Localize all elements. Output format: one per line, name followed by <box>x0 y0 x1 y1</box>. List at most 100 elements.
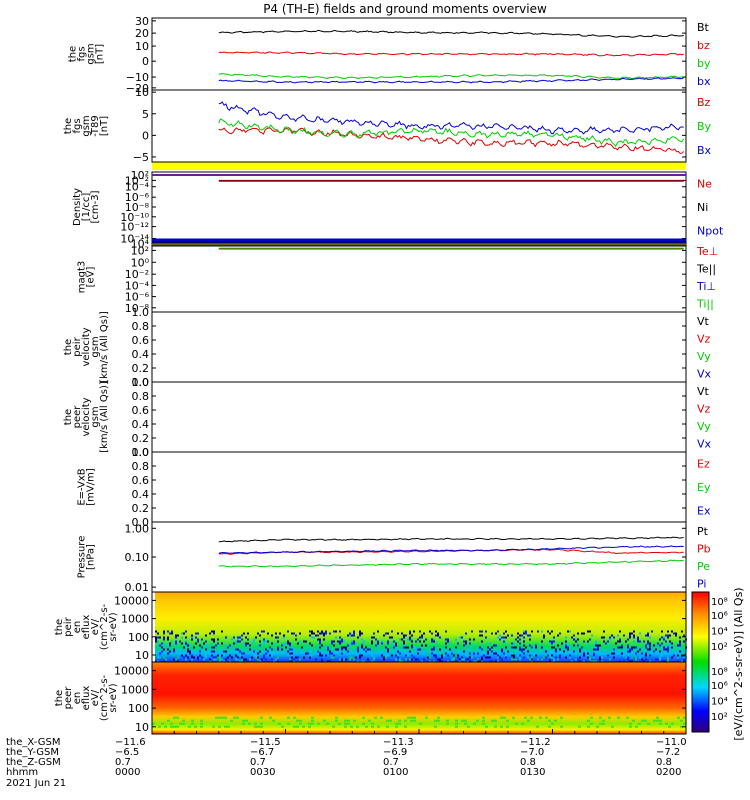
y-axis-label-line: eV/ <box>90 689 101 706</box>
x-tick-label: −11.3 <box>383 737 414 748</box>
y-tick-label: 20 <box>135 27 149 40</box>
x-tick-label: 0130 <box>520 767 545 778</box>
x-tick-label: −11.2 <box>520 737 551 748</box>
y-axis-label-line: fgs <box>77 46 88 61</box>
colorbar-tick-label: 10⁶ <box>711 611 728 622</box>
y-tick-label: 10⁻⁴ <box>125 279 150 292</box>
y-tick-label: −10 <box>126 71 149 84</box>
legend-entry: Te|| <box>696 262 716 275</box>
y-tick-label: 10⁻² <box>125 268 149 281</box>
y-axis-label-line: peir <box>72 336 83 356</box>
y-axis-label-line: gsm <box>81 115 92 136</box>
y-axis-label-line: sr-eV) <box>108 612 119 641</box>
x-tick-label: 0.7 <box>115 757 131 768</box>
y-axis-label-line: [nT] <box>99 116 110 136</box>
y-axis-label-line: [1/cc] <box>81 193 92 222</box>
x-row-label: the_Y-GSM <box>6 747 59 758</box>
y-axis-label-line: the <box>54 619 65 635</box>
y-axis-label-line: gsm <box>86 43 97 64</box>
series-by <box>218 73 684 80</box>
legend-entry: Pi <box>697 577 706 590</box>
y-tick-label: 1.0 <box>132 306 150 319</box>
y-tick-label: 10⁴ <box>131 237 150 250</box>
y-axis-label-line: peir <box>63 616 74 636</box>
x-tick-label: −7.0 <box>520 747 544 758</box>
y-axis-label-line: en <box>72 621 83 634</box>
y-tick-label: 0.10 <box>125 551 150 564</box>
series-By <box>218 118 685 147</box>
panel-pressure: 1.00 0.10 0.01 Pressure[nPa] Pt Pb Pe Pi <box>77 521 711 594</box>
y-axis-label-line: E=-VxB <box>77 468 88 505</box>
quality-flag-bar <box>152 162 686 170</box>
x-tick-label: −6.5 <box>115 747 139 758</box>
y-tick-label: 0.8 <box>132 390 150 403</box>
y-tick-label: 10⁻⁴ <box>125 181 150 194</box>
y-axis-label-line: [cm-3] <box>90 190 101 223</box>
panel-frame <box>151 451 687 523</box>
legend-entry: Vz <box>697 402 711 415</box>
y-tick-label: 10⁻⁸ <box>125 302 150 315</box>
y-axis-label-line: -T89 <box>90 115 101 137</box>
y-tick-label: 0.0 <box>132 516 150 529</box>
x-row-label: hhmm <box>6 767 38 778</box>
x-tick-label: −11.5 <box>250 737 281 748</box>
y-tick-label: 0.2 <box>132 502 150 515</box>
x-row-label: 2021 Jun 21 <box>6 778 66 789</box>
plot-title: P4 (TH-E) fields and ground moments over… <box>263 2 547 16</box>
y-axis-label-line: the <box>63 118 74 134</box>
y-tick-label: 1.0 <box>132 376 150 389</box>
y-axis-label: E=-VxB[mV/m] <box>77 468 97 506</box>
y-axis-label-line: Density <box>72 188 83 226</box>
y-tick-label: 0.01 <box>125 581 150 594</box>
y-axis-label-line: gsm <box>90 336 101 357</box>
y-tick-label: 10 <box>135 40 149 53</box>
y-tick-label: 5 <box>142 108 149 121</box>
x-tick-label: −6.9 <box>383 747 407 758</box>
y-tick-label: 10 <box>135 721 149 734</box>
legend-entry: Vz <box>697 332 711 345</box>
panel-frame <box>151 89 687 163</box>
y-axis-label-line: [km/s (All Qs)] <box>99 311 110 383</box>
y-tick-label: 10⁻² <box>125 174 149 187</box>
y-tick-label: 0 <box>142 129 149 142</box>
legend-entry: Bx <box>697 144 712 157</box>
y-tick-label: 0.4 <box>132 418 150 431</box>
y-tick-label: 1.00 <box>125 522 150 535</box>
y-axis-label-line: (cm^2-s- <box>99 603 110 650</box>
x-tick-label: 0.8 <box>520 757 536 768</box>
y-tick-label: 10000 <box>114 665 149 678</box>
y-tick-label: 100 <box>128 631 149 644</box>
y-axis-label-line: [eV] <box>86 267 97 288</box>
y-tick-label: 10⁻⁶ <box>125 291 150 304</box>
y-tick-label: 1000 <box>121 613 149 626</box>
legend-entry: Pt <box>697 525 709 538</box>
y-axis-label-line: peer <box>63 686 74 710</box>
y-tick-label: 0.4 <box>132 348 150 361</box>
y-axis-label: Density[1/cc][cm-3] <box>72 188 101 226</box>
y-tick-label: 10² <box>131 169 149 182</box>
series-Pi <box>218 545 684 554</box>
legend-entry: Vt <box>697 315 710 328</box>
x-tick-label: 0000 <box>115 767 140 778</box>
series-Bt <box>218 29 684 38</box>
x-tick-label: −6.7 <box>250 747 274 758</box>
x-tick-label: 0.7 <box>383 757 399 768</box>
y-axis-label-line: magt3 <box>77 261 88 294</box>
y-tick-label: 10⁻⁸ <box>125 201 150 214</box>
legend-entry: Pb <box>697 542 711 555</box>
y-tick-label: 0.8 <box>132 460 150 473</box>
y-tick-label: 10⁻⁶ <box>125 191 150 204</box>
y-axis-label-line: the <box>63 409 74 425</box>
y-tick-label: 0.8 <box>132 320 150 333</box>
y-axis-label-line: eflux <box>81 615 92 640</box>
panel-frame <box>151 241 687 313</box>
colorbar-tick-label: 10⁶ <box>711 681 728 692</box>
spectrogram-fill <box>152 662 686 734</box>
legend-entry: Vx <box>697 437 712 450</box>
